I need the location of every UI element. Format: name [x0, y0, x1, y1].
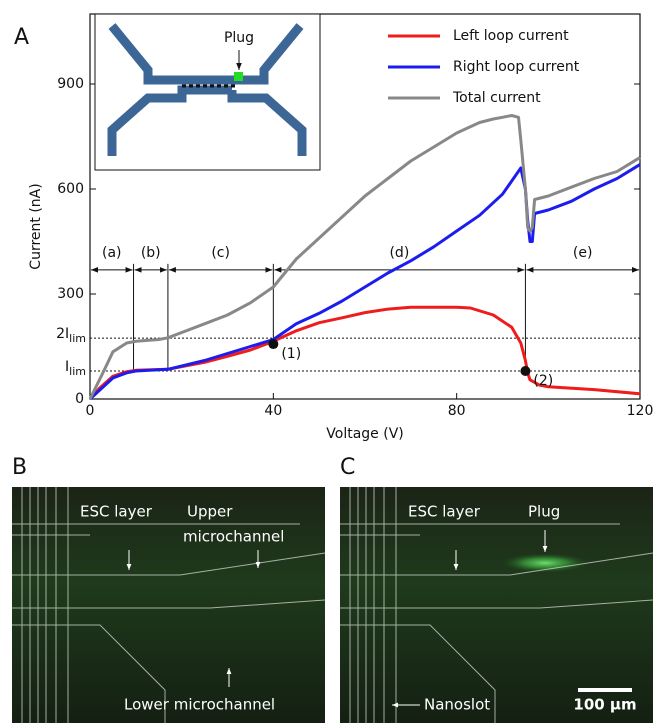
x-tick-label: 120: [627, 403, 654, 419]
micrograph: [340, 487, 653, 723]
legend-label: Right loop current: [453, 59, 580, 75]
point-label: (1): [281, 346, 301, 362]
reference-label-main: I: [65, 359, 69, 375]
scale-label: 100 μm: [573, 696, 636, 714]
y-axis-label: Current (nA): [28, 183, 44, 269]
y-tick-label: 900: [57, 76, 84, 92]
image-c: ESC layer Plug Nanoslot 100 μm: [340, 487, 654, 723]
region-label: (b): [141, 245, 161, 261]
reference-label-main: 2I: [56, 326, 69, 342]
y-tick-label: 300: [57, 286, 84, 302]
series-line: [88, 163, 641, 401]
label: Nanoslot: [424, 696, 490, 714]
panel-label: A: [14, 25, 29, 50]
x-tick-label: 0: [86, 403, 95, 419]
micrograph: [12, 487, 325, 723]
image-b: ESC layer Upper microchannel Lower micro…: [12, 487, 326, 723]
reference-label-sub: lim: [69, 365, 86, 378]
point: [268, 339, 279, 350]
channels: [107, 23, 307, 156]
panel-label: C: [340, 455, 355, 480]
inset: Plug: [94, 13, 321, 171]
label: Lower microchannel: [124, 696, 275, 714]
label: ESC layer: [408, 503, 481, 521]
label: Plug: [528, 503, 560, 521]
panel-label: B: [12, 455, 27, 480]
plot-area: 0 300 600 900 0 40 80 120 Voltage (V) Current (nA…: [28, 13, 654, 442]
inset-label: Plug: [224, 30, 254, 46]
legend-label: Total current: [452, 90, 541, 106]
series-line: [88, 305, 641, 400]
label: microchannel: [183, 528, 284, 546]
x-axis-label: Voltage (V): [326, 426, 403, 442]
y-tick-label: 0: [75, 391, 84, 407]
legend-label: Left loop current: [453, 28, 569, 44]
point-label: (2): [533, 373, 553, 389]
scale-bar: [578, 688, 632, 692]
region-label: (e): [573, 245, 593, 261]
plug-mark: [234, 72, 243, 81]
region-label: (a): [102, 245, 122, 261]
y-tick-label: 600: [57, 181, 84, 197]
x-tick-label: 40: [264, 403, 282, 419]
plug-glow: [500, 553, 590, 573]
plot-frame: [89, 13, 641, 400]
region-label: (d): [389, 245, 409, 261]
label: Upper: [187, 503, 233, 521]
label: ESC layer: [80, 503, 153, 521]
region-label: (c): [211, 245, 230, 261]
point: [520, 366, 531, 376]
reference-label-sub: lim: [69, 332, 86, 345]
reference-label: 2Ilim: [56, 326, 86, 345]
x-tick-label: 80: [448, 403, 466, 419]
reference-label: Ilim: [65, 359, 86, 378]
series-line: [88, 114, 641, 400]
